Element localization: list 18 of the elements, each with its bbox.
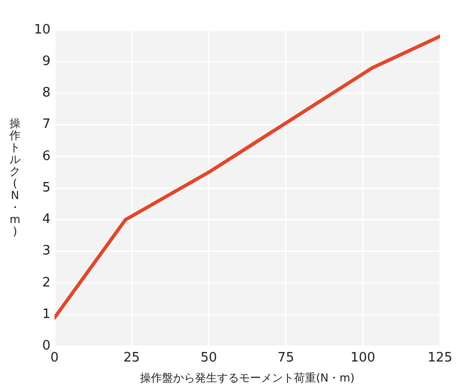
y-tick-label: 6 xyxy=(42,148,51,164)
y-tick-label: 8 xyxy=(42,86,51,101)
y-tick-label: 10 xyxy=(34,22,51,38)
y-tick-label: 0 xyxy=(42,338,51,354)
text: 操作トルク(N・m) xyxy=(10,117,20,238)
x-tick-label: 25 xyxy=(123,350,140,366)
y-tick-label: 2 xyxy=(42,275,51,290)
y-tick-label: 4 xyxy=(42,212,51,228)
x-tick-label: 75 xyxy=(278,350,294,366)
y-tick-label: 5 xyxy=(42,180,51,196)
x-tick-label: 125 xyxy=(428,350,452,366)
y-tick-label: 3 xyxy=(42,244,51,259)
y-tick-label: 1 xyxy=(42,306,51,322)
y-tick-label: 9 xyxy=(42,54,51,69)
x-axis-title: 操作盤から発生するモーメント荷重(N・m) xyxy=(140,371,355,384)
x-tick-label: 100 xyxy=(350,350,376,366)
y-tick-label: 7 xyxy=(42,117,51,132)
x-tick-label: 50 xyxy=(200,350,217,366)
